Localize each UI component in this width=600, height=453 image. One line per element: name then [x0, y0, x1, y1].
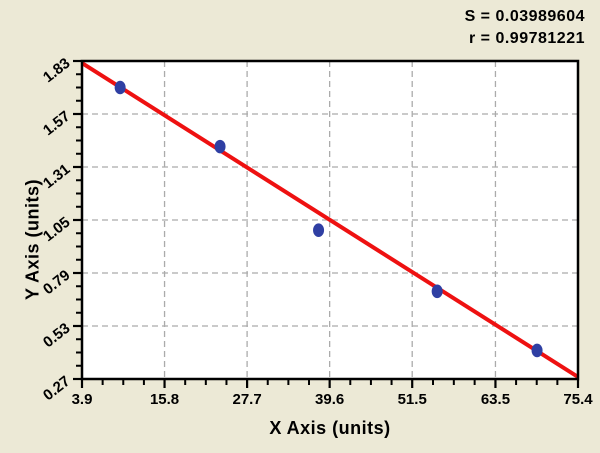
x-tick-label: 27.7: [233, 391, 262, 408]
y-tick-label: 0.79: [40, 267, 73, 298]
regression-line: [80, 61, 580, 379]
standard-points-marker: [313, 223, 325, 237]
x-tick-label: 63.5: [481, 391, 510, 408]
standard-points-marker: [114, 80, 126, 95]
r-value: r = 0.99781221: [469, 30, 585, 47]
x-tick-label: 15.8: [150, 391, 179, 408]
plot-frame: [80, 59, 580, 381]
y-tick-label: 0.53: [40, 320, 73, 351]
x-tick-label: 3.9: [72, 391, 93, 408]
standard-points-marker: [531, 343, 543, 358]
fit-statistics: S = 0.03989604 r = 0.99781221: [465, 6, 585, 50]
s-value: S = 0.03989604: [464, 8, 585, 25]
x-tick-label: 51.5: [398, 391, 427, 408]
x-tick-label: 39.6: [315, 391, 344, 408]
y-axis-title: Y Axis (units): [22, 178, 43, 301]
y-tick-label: 0.27: [40, 373, 73, 404]
standard-points-marker: [214, 139, 226, 154]
y-tick-label: 1.83: [40, 55, 73, 86]
standard-points-marker: [431, 284, 443, 299]
y-tick-label: 1.31: [40, 161, 73, 192]
y-tick-label: 1.57: [40, 108, 73, 139]
x-tick-label: 75.4: [563, 391, 593, 408]
x-axis-title: X Axis (units): [269, 418, 391, 438]
y-tick-label: 1.05: [40, 214, 73, 245]
